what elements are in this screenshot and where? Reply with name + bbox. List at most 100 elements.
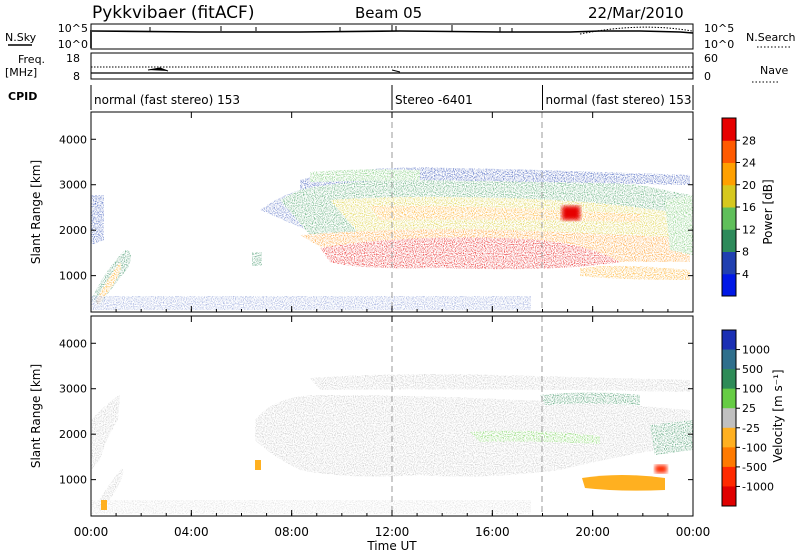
power-colorbar: 4 8 12 16 20 24 28 [721, 117, 756, 297]
cpid-segment-label: normal (fast stereo) 153 [94, 93, 240, 107]
nsearch-tick-low: 10^0 [704, 38, 734, 51]
colorbar-tick-label: 16 [742, 201, 756, 214]
colorbar-swatch [722, 118, 736, 141]
colorbar-swatch [722, 466, 736, 487]
velocity-yticks: 1000 2000 3000 4000 [59, 337, 693, 487]
velocity-colorbar: 1000 500 100 25 -25 -100 -500 -1000 [721, 329, 774, 507]
freq-panel: Freq. [MHz] 18 8 Nave 60 0 [5, 52, 788, 83]
nsearch-trace [579, 26, 693, 35]
colorbar-tick-label: 20 [742, 179, 756, 192]
nsearch-tick-high: 10^5 [704, 22, 734, 35]
cpid-segments: normal (fast stereo) 153 Stereo -6401 norm… [94, 85, 692, 110]
nave-label: Nave [760, 64, 788, 77]
x-tick-label: 20:00 [575, 525, 610, 539]
power-band-red [320, 237, 620, 270]
colorbar-swatch [722, 229, 736, 252]
colorbar-swatch [722, 486, 736, 507]
nsky-tick-low: 10^0 [58, 38, 88, 51]
colorbar-tick-label: 12 [742, 223, 756, 236]
colorbar-swatch [722, 273, 736, 297]
colorbar-swatch [722, 427, 736, 448]
cpid-label: CPID [8, 90, 37, 103]
velocity-bottom-strip [91, 500, 531, 514]
velocity-ylabel: Slant Range [km] [29, 364, 43, 468]
velocity-band-light-green [470, 430, 600, 444]
freq-label: Freq. [18, 53, 45, 66]
y-tick-label: 3000 [59, 383, 87, 396]
colorbar-swatch [722, 162, 736, 186]
freq-tick-high: 18 [66, 52, 80, 65]
power-early-left [91, 195, 104, 245]
colorbar-tick-label: 24 [742, 157, 756, 170]
y-tick-label: 1000 [59, 270, 87, 283]
colorbar-swatch [722, 447, 736, 468]
y-tick-label: 2000 [59, 224, 87, 237]
colorbar-frame [721, 329, 737, 507]
power-yticks: 1000 2000 3000 4000 [59, 133, 693, 283]
velocity-panel: 1000 2000 3000 4000 Slant Range [km] 1000 50… [29, 315, 785, 517]
y-tick-label: 4000 [59, 337, 87, 350]
colorbar-swatch [722, 330, 736, 351]
power-bottom-strip [91, 296, 531, 310]
x-axis: 00:00 04:00 08:00 12:00 16:00 20:00 00:00 [74, 112, 711, 539]
colorbar-swatch [722, 184, 736, 208]
date-title: 22/Mar/2010 [588, 4, 684, 22]
colorbar-swatch [722, 388, 736, 409]
velocity-orange-patch [582, 475, 665, 491]
velocity-early-left [91, 395, 120, 470]
velocity-red-spot [655, 465, 667, 473]
nsky-tick-high: 10^5 [58, 22, 88, 35]
colorbar-tick-label: 500 [742, 363, 763, 376]
x-tick-label: 00:00 [74, 525, 109, 539]
velocity-right-green [650, 420, 693, 455]
power-hotspot [562, 206, 580, 220]
velocity-field [91, 374, 693, 514]
colorbar-tick-label: -25 [742, 422, 760, 435]
x-tick-label: 16:00 [475, 525, 510, 539]
colorbar-swatch [722, 349, 736, 370]
colorbar-tick-label: 8 [742, 246, 749, 259]
colorbar-swatch [722, 140, 736, 163]
nave-tick-low: 0 [704, 70, 711, 83]
cpid-panel: CPID normal (fast stereo) 153 Stereo -640… [8, 85, 694, 110]
colorbar-swatch [722, 207, 736, 230]
colorbar-tick-label: -500 [742, 461, 767, 474]
x-tick-label: 08:00 [274, 525, 309, 539]
y-tick-label: 4000 [59, 133, 87, 146]
colorbar-tick-label: 4 [742, 268, 749, 281]
x-tick-label: 12:00 [375, 525, 410, 539]
power-ylabel: Slant Range [km] [29, 160, 43, 264]
cpid-segment-label: normal (fast stereo) 153 [546, 93, 692, 107]
power-right-edge [665, 195, 693, 255]
power-small-blob [252, 252, 262, 266]
beam-title: Beam 05 [355, 4, 422, 22]
freq-tick-low: 8 [73, 70, 80, 83]
nsearch-label: N.Search [746, 31, 796, 44]
velocity-band-gray-upper [310, 374, 690, 392]
colorbar-tick-label: 1000 [742, 344, 770, 357]
colorbar-swatch [722, 408, 736, 429]
velocity-band-gray [255, 395, 690, 477]
colorbar-tick-label: 25 [742, 402, 756, 415]
power-band-low-orange [580, 265, 690, 280]
nave-tick-high: 60 [704, 52, 718, 65]
y-tick-label: 3000 [59, 179, 87, 192]
x-axis-label: Time UT [366, 539, 417, 553]
colorbar-swatch [722, 369, 736, 390]
power-colorbar-label: Power [dB] [761, 179, 775, 244]
y-tick-label: 2000 [59, 428, 87, 441]
colorbar-swatch [722, 251, 736, 275]
velocity-small-orange [255, 460, 261, 470]
power-panel: 1000 2000 3000 4000 Slant Range [km] 4 8 12 16… [29, 111, 775, 313]
nsky-panel: N.Sky 10^5 10^0 N.Search 10^5 10^0 [5, 22, 796, 51]
power-band-top-green [310, 169, 420, 182]
freq-unit: [MHz] [5, 66, 37, 79]
x-tick-label: 00:00 [676, 525, 711, 539]
nsky-spikes [149, 25, 513, 32]
colorbar-tick-label: 100 [742, 383, 763, 396]
nsky-label: N.Sky [5, 31, 37, 44]
velocity-colorbar-label: Velocity [m s⁻¹] [771, 369, 785, 462]
colorbar-tick-label: 28 [742, 134, 756, 147]
velocity-early-orange [101, 500, 107, 510]
